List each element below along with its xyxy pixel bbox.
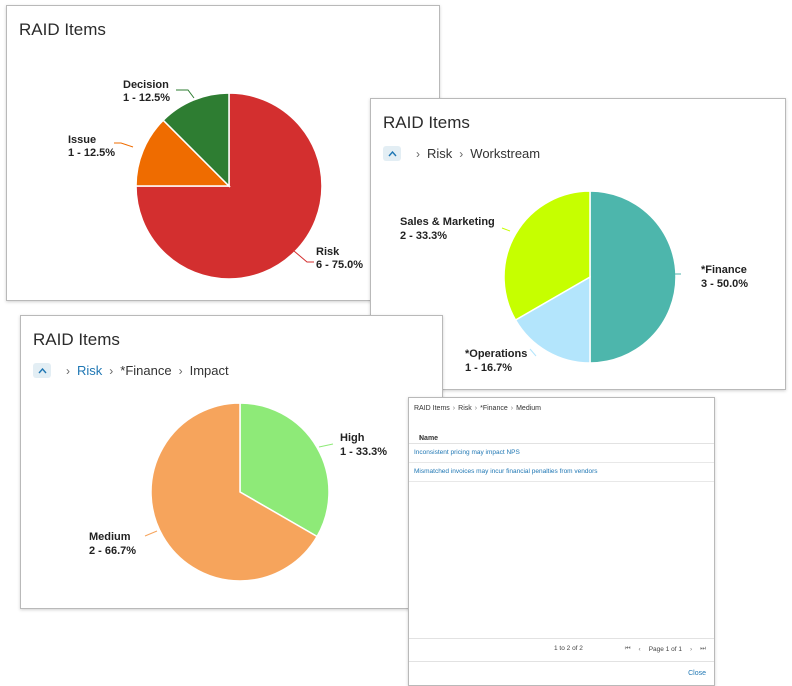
row-link[interactable]: Inconsistent pricing may impact NPS bbox=[414, 449, 520, 456]
last-page-icon[interactable]: ⏭ bbox=[700, 645, 706, 652]
record-range: 1 to 2 of 2 bbox=[554, 645, 583, 652]
column-header-name[interactable]: Name ↑ bbox=[409, 425, 714, 444]
raid-items-chart-card-1: RAID Items Decision 1 - 12.5% Issue 1 - … bbox=[6, 5, 440, 301]
raid-type-pie-chart: Decision 1 - 12.5% Issue 1 - 12.5% Risk … bbox=[68, 79, 363, 280]
pie-slice-sales-marketing[interactable] bbox=[503, 190, 591, 322]
slice-label-high: High bbox=[340, 432, 365, 444]
breadcrumb-item-risk: Risk bbox=[427, 146, 453, 161]
leader-line bbox=[529, 348, 537, 357]
row-link[interactable]: Mismatched invoices may incur financial … bbox=[414, 468, 598, 475]
next-page-icon[interactable]: › bbox=[689, 645, 693, 653]
breadcrumb-item-finance: *Finance bbox=[120, 363, 172, 378]
leader-line bbox=[293, 250, 314, 263]
leader-line bbox=[501, 227, 511, 232]
slice-value-risk: 6 - 75.0% bbox=[316, 259, 363, 271]
pie-slice-medium[interactable] bbox=[150, 402, 319, 582]
raid-items-chart-card-3: RAID Items › Risk › *Finance › Impact Hi… bbox=[20, 315, 443, 609]
slice-value-sales-marketing: 2 - 33.3% bbox=[400, 230, 447, 242]
pie-slice-high[interactable] bbox=[239, 402, 330, 538]
card-title: RAID Items bbox=[19, 20, 106, 39]
breadcrumb-item: RAID Items bbox=[414, 405, 450, 412]
breadcrumb-item: Risk bbox=[458, 405, 472, 412]
slice-value-decision: 1 - 12.5% bbox=[123, 92, 170, 104]
drill-up-button[interactable] bbox=[33, 363, 51, 378]
leader-line bbox=[144, 530, 158, 537]
table-row[interactable]: Inconsistent pricing may impact NPS bbox=[409, 444, 714, 463]
previous-page-icon[interactable]: ‹ bbox=[638, 645, 641, 653]
leader-line bbox=[176, 89, 195, 99]
impact-pie-chart: High 1 - 33.3% Medium 2 - 66.7% bbox=[89, 402, 387, 582]
breadcrumb-item-impact: Impact bbox=[189, 363, 229, 378]
first-page-icon[interactable]: ⏮ bbox=[624, 645, 631, 652]
chevron-up-icon bbox=[387, 150, 397, 156]
breadcrumb-item-workstream: Workstream bbox=[470, 146, 541, 161]
slice-label-issue: Issue bbox=[68, 134, 96, 146]
slice-value-operations: 1 - 16.7% bbox=[465, 362, 512, 374]
leader-line bbox=[114, 142, 134, 148]
breadcrumb-item: *Finance bbox=[480, 405, 508, 412]
sort-ascending-icon: ↑ bbox=[419, 435, 423, 442]
pagination-bar: 1 to 2 of 2 ⏮ ‹ Page 1 of 1 › ⏭ bbox=[409, 638, 714, 662]
slice-value-medium: 2 - 66.7% bbox=[89, 545, 136, 557]
table-row[interactable]: Mismatched invoices may incur financial … bbox=[409, 463, 714, 482]
slice-label-decision: Decision bbox=[123, 79, 169, 91]
pie-slice-issue[interactable] bbox=[135, 119, 231, 187]
card-title: RAID Items bbox=[33, 330, 120, 349]
pie-slice-finance[interactable] bbox=[589, 190, 677, 364]
slice-label-risk: Risk bbox=[316, 246, 340, 258]
breadcrumb-separator: › bbox=[416, 146, 420, 161]
slice-label-medium: Medium bbox=[89, 531, 131, 543]
drill-up-button[interactable] bbox=[383, 146, 401, 161]
page-indicator: Page 1 of 1 bbox=[648, 645, 682, 653]
breadcrumb: › Risk › *Finance › Impact bbox=[33, 363, 229, 378]
breadcrumb-separator: › bbox=[109, 363, 114, 378]
workstream-pie-chart: Sales & Marketing 2 - 33.3% *Finance 3 -… bbox=[400, 190, 748, 374]
slice-value-finance: 3 - 50.0% bbox=[701, 278, 748, 290]
breadcrumb-separator: › bbox=[178, 363, 183, 378]
breadcrumb-item: Medium bbox=[516, 405, 541, 412]
slice-value-issue: 1 - 12.5% bbox=[68, 147, 115, 159]
chevron-up-icon bbox=[37, 367, 47, 373]
breadcrumb: › Risk › Workstream bbox=[383, 146, 540, 161]
pie-slice-operations[interactable] bbox=[514, 275, 591, 364]
breadcrumb-separator: › bbox=[459, 146, 464, 161]
close-button[interactable]: Close bbox=[688, 670, 706, 677]
slice-value-high: 1 - 33.3% bbox=[340, 446, 387, 458]
leader-line bbox=[318, 443, 334, 448]
slice-label-sales-marketing: Sales & Marketing bbox=[400, 216, 495, 228]
breadcrumb-separator: › bbox=[66, 363, 70, 378]
pie-slice-decision[interactable] bbox=[162, 92, 230, 188]
slice-label-operations: *Operations bbox=[465, 348, 527, 360]
card-title: RAID Items bbox=[383, 113, 470, 132]
breadcrumb-link-risk[interactable]: Risk bbox=[77, 363, 103, 378]
slice-label-finance: *Finance bbox=[701, 264, 747, 276]
drill-through-dialog: RAID Items › Risk › *Finance › Medium Name ↑ I… bbox=[408, 397, 715, 686]
dialog-breadcrumb: RAID Items › Risk › *Finance › Medium bbox=[414, 405, 541, 412]
column-header-label: Name bbox=[419, 435, 439, 442]
